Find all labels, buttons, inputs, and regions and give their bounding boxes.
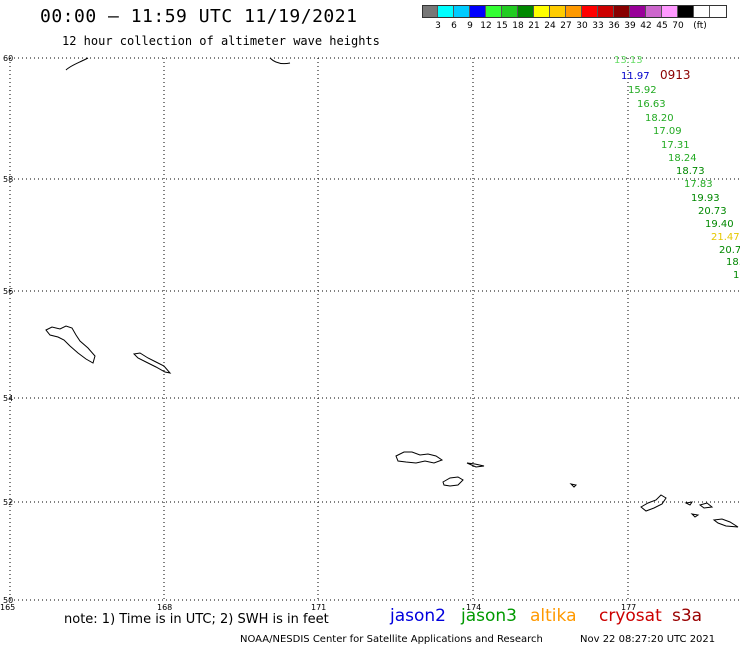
- legend-s3a: s3a: [672, 606, 703, 626]
- lat-lon-grid: [9, 57, 740, 601]
- colorbar-swatch: [662, 5, 678, 18]
- coastline: [45, 57, 739, 528]
- colorbar-label: 27: [560, 21, 572, 31]
- map-title: 00:00 – 11:59 UTC 11/19/2021: [40, 6, 358, 27]
- island-small: [712, 518, 739, 528]
- colorbar-label: (ft): [693, 21, 707, 31]
- colorbar-label: 36: [608, 21, 620, 31]
- wave-height-value: 20.73: [698, 206, 727, 217]
- colorbar-swatch: [582, 5, 598, 18]
- wave-height-value: 21.47: [711, 232, 740, 243]
- colorbar-swatch: [470, 5, 486, 18]
- island-small: [569, 483, 578, 488]
- wave-height-value: 20.7: [719, 245, 740, 256]
- legend-cryosat: cryosat: [599, 606, 662, 626]
- colorbar-swatch: [422, 5, 438, 18]
- longitude-label: 177: [621, 603, 636, 612]
- island-small: [690, 513, 700, 518]
- wave-height-track: 13.13 11.97 15.92 16.63 18.20 17.09 17.31 18.24…: [614, 55, 740, 281]
- colorbar-label: 42: [640, 21, 652, 31]
- colorbar-label: 21: [528, 21, 540, 31]
- coastline-segment: [269, 57, 291, 65]
- wave-height-value: 19.93: [691, 193, 720, 204]
- latitude-label: 58: [3, 175, 13, 184]
- coastline-segment: [65, 57, 89, 71]
- island-small: [684, 501, 694, 506]
- colorbar-label: 15: [496, 21, 508, 31]
- colorbar-swatch: [646, 5, 662, 18]
- wave-height-value: 11.97: [621, 71, 650, 82]
- colorbar-label: 9: [467, 21, 473, 31]
- latitude-labels: 60 58 56 54 52 50: [3, 54, 13, 605]
- latitude-label: 54: [3, 394, 13, 403]
- wave-height-value: 18.24: [668, 153, 697, 164]
- colorbar-swatch: [550, 5, 566, 18]
- colorbar-label: 6: [451, 21, 457, 31]
- longitude-label: 165: [0, 603, 15, 612]
- colorbar-swatch: [502, 5, 518, 18]
- latitude-label: 60: [3, 54, 13, 63]
- wave-height-value: 17.31: [661, 140, 690, 151]
- colorbar-swatch: [454, 5, 470, 18]
- longitude-label: 168: [157, 603, 172, 612]
- island-attu: [45, 325, 96, 364]
- colorbar-label: 33: [592, 21, 604, 31]
- longitude-label: 174: [466, 603, 481, 612]
- colorbar-label: 18: [512, 21, 524, 31]
- track-time-label: 0913: [660, 68, 691, 82]
- island-unalaska: [640, 494, 667, 512]
- latitude-label: 52: [3, 498, 13, 507]
- colorbar-label: 12: [480, 21, 492, 31]
- map-subtitle: 12 hour collection of altimeter wave hei…: [62, 34, 380, 48]
- wave-height-value: 16.63: [637, 99, 666, 110]
- island-adak: [395, 451, 444, 464]
- wave-height-colorbar: [422, 5, 710, 18]
- legend-altika: altika: [530, 606, 577, 626]
- wave-height-value: 17.83: [684, 179, 713, 190]
- latitude-label: 50: [3, 596, 13, 605]
- colorbar-swatch: [630, 5, 646, 18]
- wave-height-value: 19.40: [705, 219, 734, 230]
- colorbar-label: 39: [624, 21, 636, 31]
- legend-jason3: jason3: [461, 606, 517, 626]
- colorbar-label: 3: [435, 21, 441, 31]
- wave-height-value: 1: [733, 270, 739, 281]
- wave-height-value: 13.13: [614, 55, 643, 66]
- wave-height-value: 15.92: [628, 85, 657, 96]
- colorbar-swatch: [518, 5, 534, 18]
- wave-height-value: 18.: [726, 257, 740, 268]
- colorbar-swatch: [566, 5, 582, 18]
- island-small: [698, 502, 714, 509]
- colorbar-swatch: [438, 5, 454, 18]
- wave-height-value: 17.09: [653, 126, 682, 137]
- latitude-label: 56: [3, 287, 13, 296]
- colorbar-swatch: [694, 5, 710, 18]
- colorbar-label: 45: [656, 21, 668, 31]
- colorbar-label: 70: [672, 21, 684, 31]
- footer-note: note: 1) Time is in UTC; 2) SWH is in fe…: [64, 612, 329, 627]
- colorbar-swatch: [598, 5, 614, 18]
- colorbar-swatch: [678, 5, 694, 18]
- colorbar-label: 24: [544, 21, 556, 31]
- island-kiska: [132, 352, 172, 374]
- wave-height-value: 18.73: [676, 166, 705, 177]
- colorbar-swatch: [486, 5, 502, 18]
- longitude-label: 171: [311, 603, 326, 612]
- legend-jason2: jason2: [390, 606, 446, 626]
- longitude-labels: 165 168 171 174 177: [0, 603, 636, 612]
- colorbar-swatch: [534, 5, 550, 18]
- footer-timestamp: Nov 22 08:27:20 UTC 2021: [580, 634, 716, 645]
- island-small: [466, 462, 485, 468]
- wave-height-value: 18.20: [645, 113, 674, 124]
- colorbar-label: 30: [576, 21, 588, 31]
- island-atka: [442, 476, 464, 487]
- footer-credit: NOAA/NESDIS Center for Satellite Applica…: [240, 634, 543, 645]
- colorbar-swatch: [614, 5, 630, 18]
